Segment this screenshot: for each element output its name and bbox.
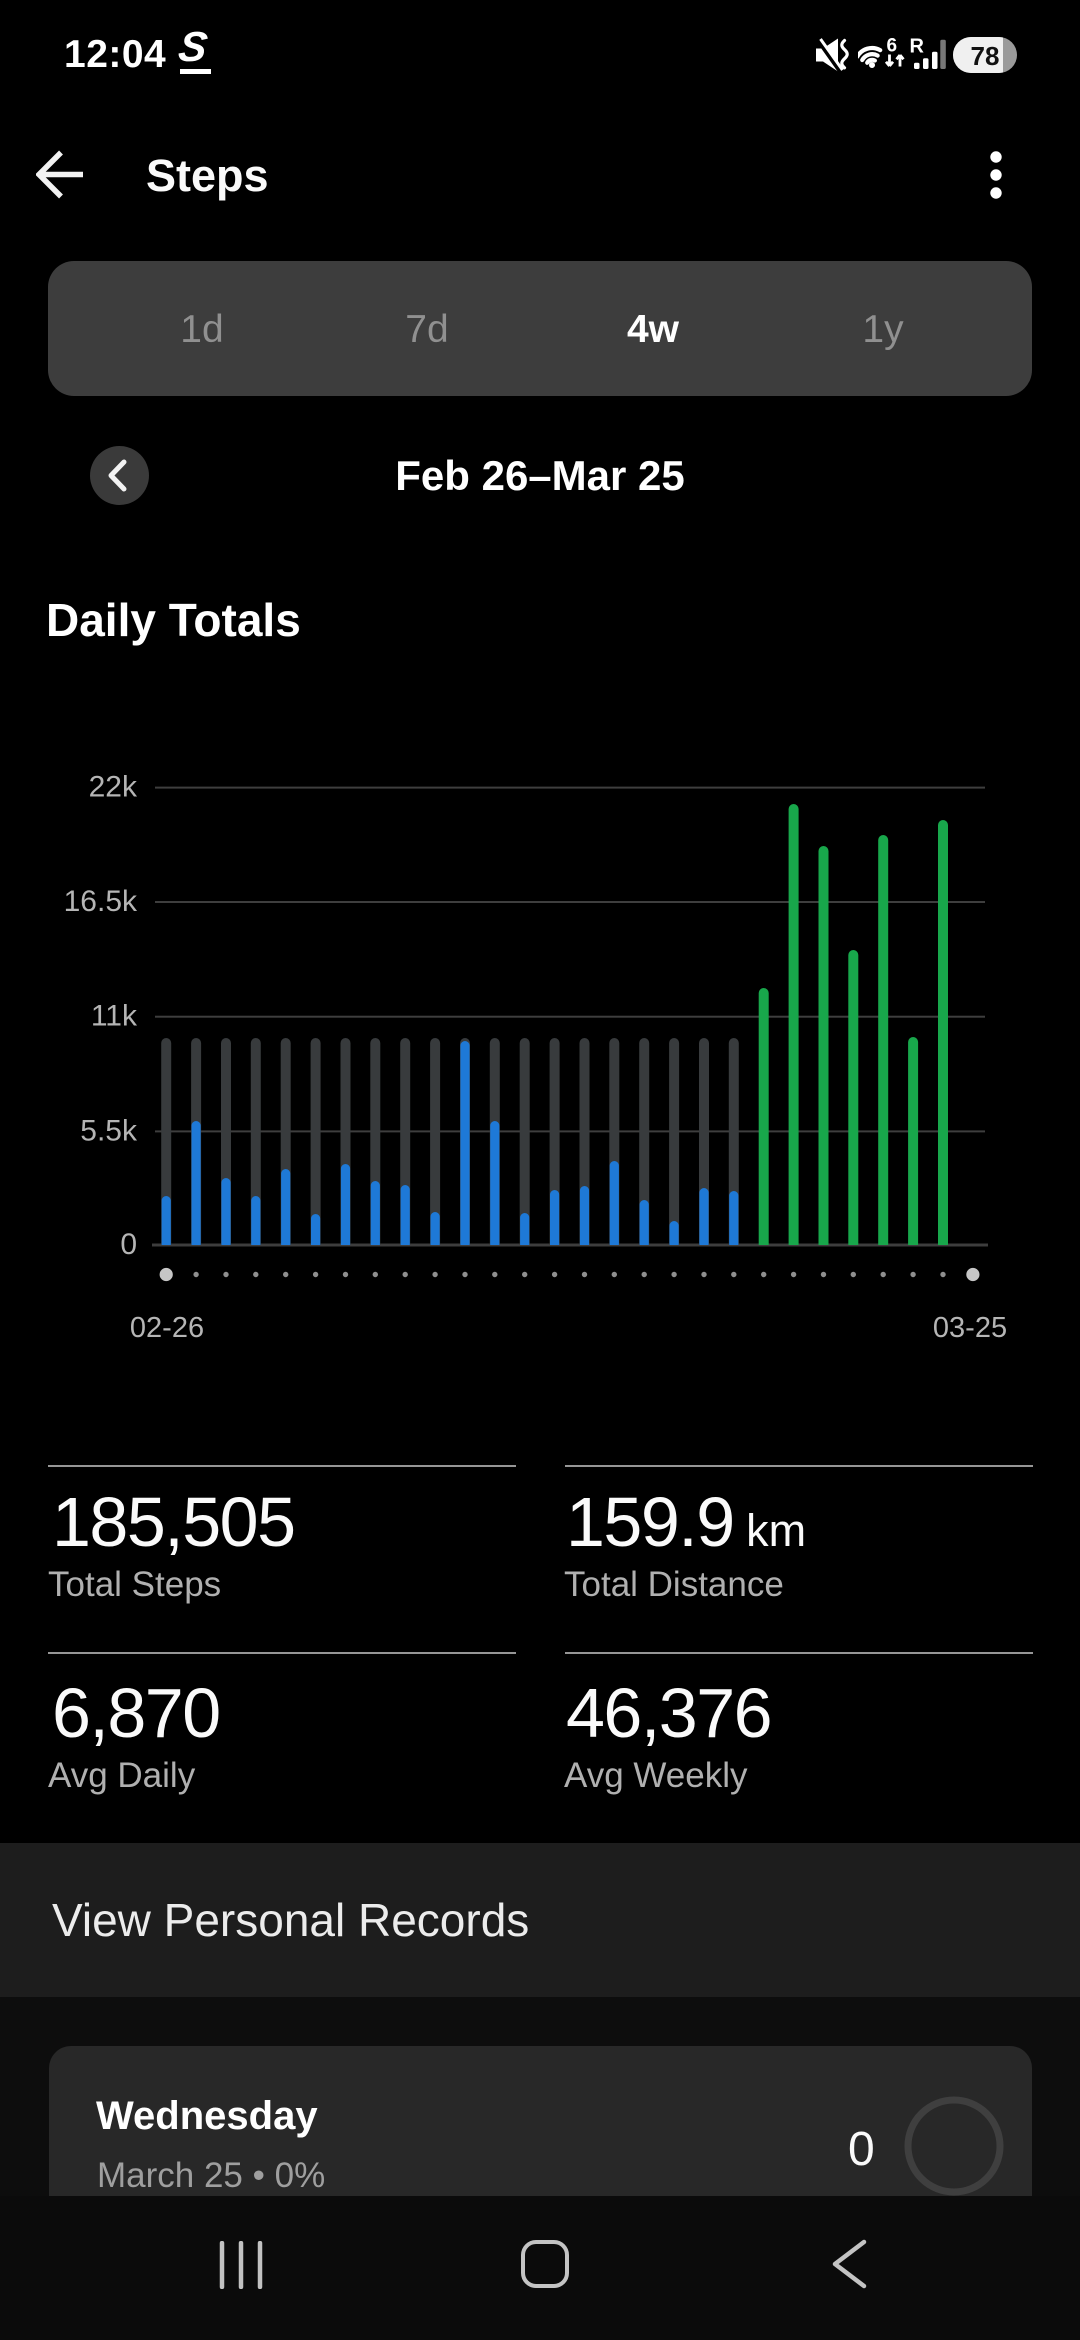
svg-text:11k: 11k bbox=[91, 1000, 138, 1033]
svg-text:R: R bbox=[910, 36, 925, 58]
svg-text:02-26: 02-26 bbox=[130, 1312, 204, 1344]
svg-text:03-25: 03-25 bbox=[933, 1312, 1007, 1344]
svg-text:0: 0 bbox=[120, 1228, 137, 1261]
svg-text:16.5k: 16.5k bbox=[64, 885, 138, 918]
svg-text:22k: 22k bbox=[89, 771, 138, 804]
svg-text:5.5k: 5.5k bbox=[80, 1114, 138, 1147]
svg-text:6: 6 bbox=[887, 37, 898, 57]
